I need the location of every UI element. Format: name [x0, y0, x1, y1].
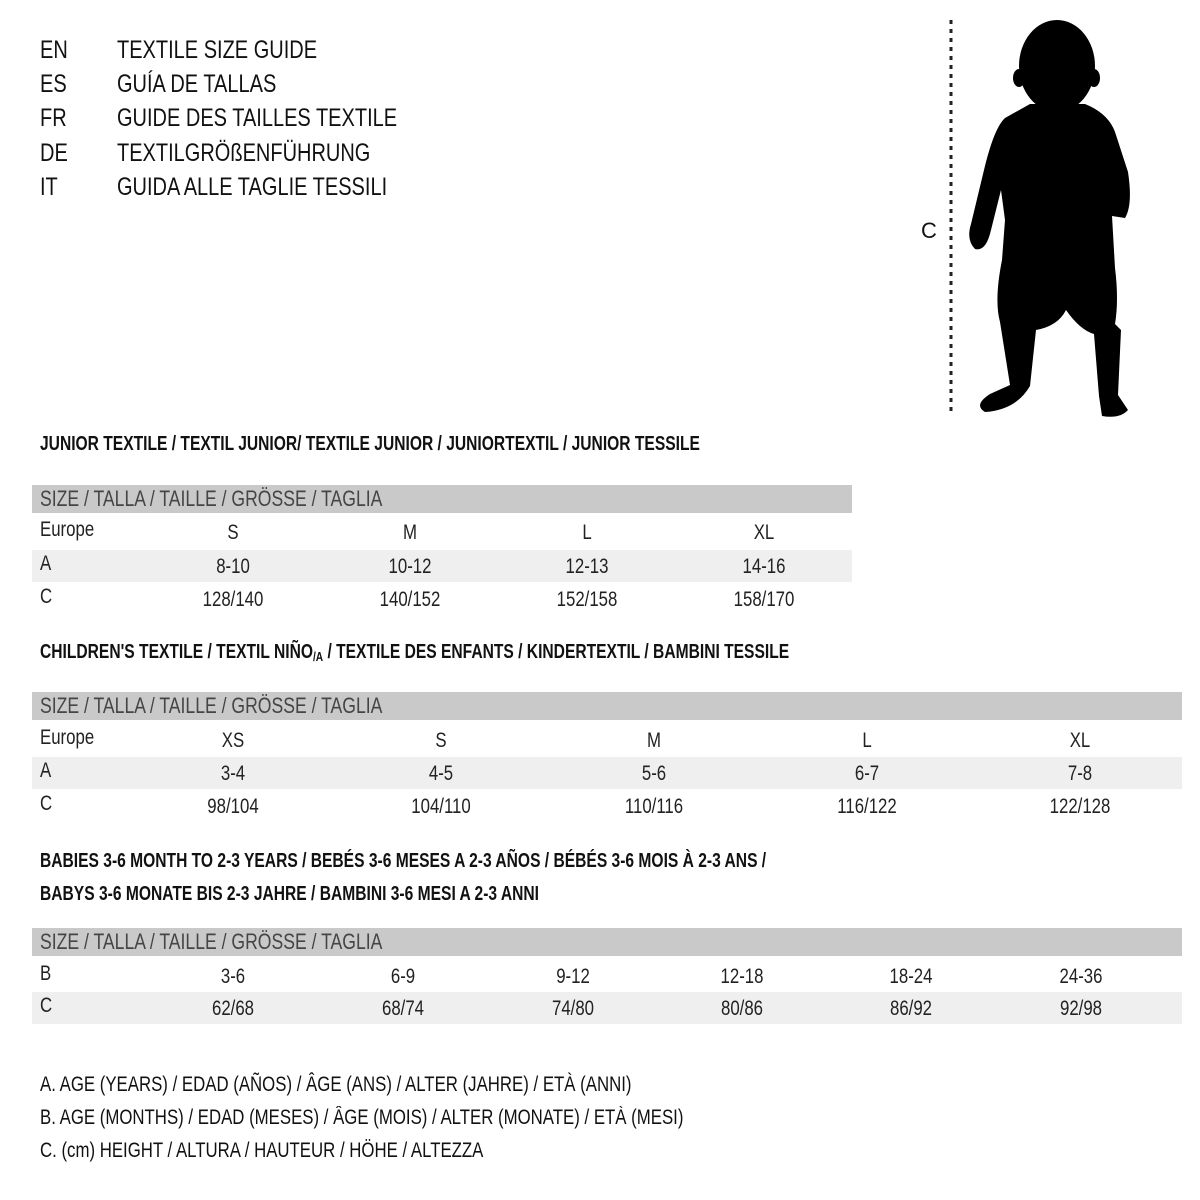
table-cell: 6-9 — [390, 965, 416, 988]
table-cell: 110/116 — [624, 795, 684, 818]
table-cell: 122/128 — [1049, 795, 1111, 818]
table-cell: XL — [1069, 729, 1091, 752]
language-code: IT — [40, 173, 58, 201]
language-code: EN — [40, 36, 68, 64]
table-cell: 128/140 — [202, 588, 264, 611]
table-cell: 158/170 — [733, 588, 795, 611]
table-cell: 3-6 — [220, 965, 246, 988]
table-cell: 8-10 — [216, 555, 250, 578]
row-label: C — [40, 994, 53, 1017]
language-title: TEXTILGRÖßENFÜHRUNG — [117, 139, 371, 167]
table-cell: 104/110 — [411, 795, 471, 818]
table-cell: 68/74 — [381, 997, 425, 1020]
table-cell: 4-5 — [428, 762, 454, 785]
children-size-header: SIZE / TALLA / TAILLE / GRÖSSE / TAGLIA — [32, 692, 1182, 720]
table-cell: 14-16 — [742, 555, 786, 578]
table-cell: 7-8 — [1067, 762, 1093, 785]
table-cell: M — [403, 521, 417, 544]
table-cell: 140/152 — [379, 588, 441, 611]
table-cell: 12-13 — [565, 555, 609, 578]
table-cell: L — [862, 729, 872, 752]
table-cell: 80/86 — [720, 997, 764, 1020]
table-cell: 152/158 — [556, 588, 618, 611]
babies-heading-line1: BABIES 3-6 MONTH TO 2-3 YEARS / BEBÉS 3-… — [40, 850, 767, 872]
row-shade — [32, 992, 1182, 1024]
table-cell: XL — [753, 521, 775, 544]
row-shade — [32, 550, 852, 582]
table-cell: XS — [221, 729, 245, 752]
row-label: C — [40, 585, 53, 608]
legend-a: A. AGE (YEARS) / EDAD (AÑOS) / ÂGE (ANS)… — [40, 1073, 632, 1096]
table-cell: 74/80 — [551, 997, 595, 1020]
table-cell: 18-24 — [889, 965, 933, 988]
language-title: TEXTILE SIZE GUIDE — [117, 36, 318, 64]
table-cell: 5-6 — [641, 762, 667, 785]
row-label: B — [40, 962, 52, 985]
language-title: GUÍA DE TALLAS — [117, 70, 277, 98]
language-code: ES — [40, 70, 67, 98]
babies-size-header: SIZE / TALLA / TAILLE / GRÖSSE / TAGLIA — [32, 928, 1182, 956]
row-shade — [32, 757, 1182, 789]
height-measure-label: C — [921, 218, 937, 243]
row-label: A — [40, 552, 52, 575]
row-label: C — [40, 792, 53, 815]
table-cell: 62/68 — [211, 997, 255, 1020]
children-heading: CHILDREN'S TEXTILE / TEXTIL NIÑO/A / TEX… — [40, 641, 790, 664]
junior-size-header: SIZE / TALLA / TAILLE / GRÖSSE / TAGLIA — [32, 485, 852, 513]
table-cell: 116/122 — [837, 795, 897, 818]
table-cell: 98/104 — [207, 795, 259, 818]
table-cell: 9-12 — [556, 965, 590, 988]
table-cell: 86/92 — [889, 997, 933, 1020]
table-cell: L — [582, 521, 592, 544]
silhouette-body — [969, 104, 1130, 417]
legend-c: C. (cm) HEIGHT / ALTURA / HAUTEUR / HÖHE… — [40, 1139, 484, 1162]
table-cell: 24-36 — [1059, 965, 1103, 988]
row-label: A — [40, 759, 52, 782]
babies-heading-line2: BABYS 3-6 MONATE BIS 2-3 JAHRE / BAMBINI… — [40, 883, 539, 905]
table-cell: 3-4 — [220, 762, 246, 785]
table-cell: S — [435, 729, 447, 752]
language-code: FR — [40, 104, 67, 132]
language-title: GUIDA ALLE TAGLIE TESSILI — [117, 173, 388, 201]
junior-heading: JUNIOR TEXTILE / TEXTIL JUNIOR/ TEXTILE … — [40, 433, 700, 455]
baby-silhouette-icon — [949, 20, 1130, 417]
row-label: Europe — [40, 518, 95, 541]
table-cell: 92/98 — [1059, 997, 1103, 1020]
table-cell: 10-12 — [388, 555, 432, 578]
silhouette-head — [1019, 20, 1095, 112]
row-label: Europe — [40, 726, 95, 749]
legend-b: B. AGE (MONTHS) / EDAD (MESES) / ÂGE (MO… — [40, 1106, 684, 1129]
language-title: GUIDE DES TAILLES TEXTILE — [117, 104, 398, 132]
table-cell: 6-7 — [854, 762, 880, 785]
table-cell: M — [647, 729, 661, 752]
language-code: DE — [40, 139, 68, 167]
table-cell: S — [227, 521, 239, 544]
table-cell: 12-18 — [720, 965, 764, 988]
